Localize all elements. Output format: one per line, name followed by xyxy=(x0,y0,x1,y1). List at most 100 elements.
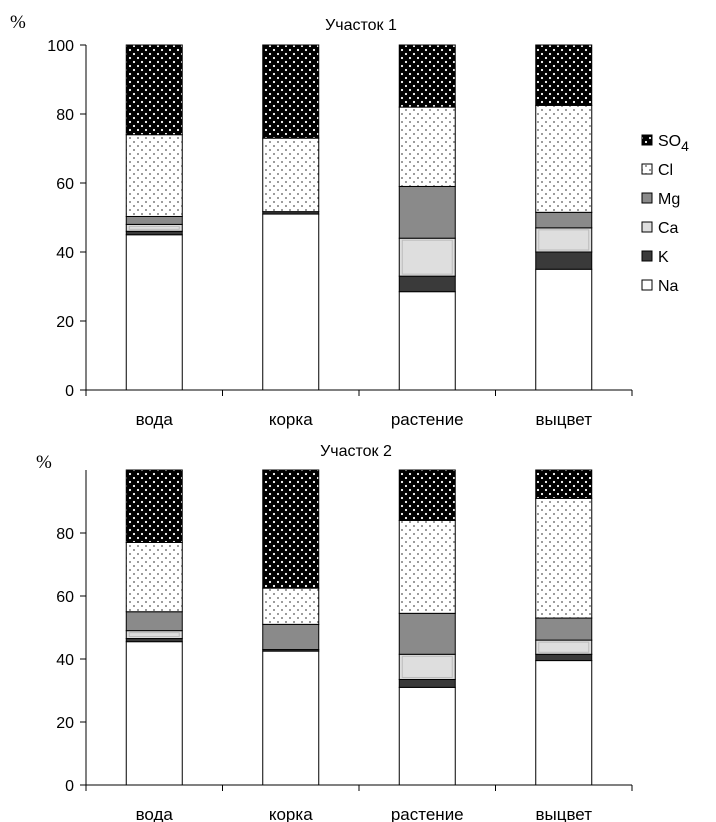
legend-label: Ca xyxy=(658,220,679,237)
chart-title: Участок 2 xyxy=(320,443,392,460)
bar-segment-mg xyxy=(398,185,456,239)
legend-label: Cl xyxy=(658,162,673,179)
bar-segment-cl xyxy=(262,587,320,625)
x-category-label: растение xyxy=(391,805,464,822)
bar-segment-k xyxy=(398,678,456,688)
bar-segment-na xyxy=(535,660,593,786)
axes xyxy=(85,470,633,791)
legend-item-k: K xyxy=(641,249,669,266)
x-category-label: растение xyxy=(391,410,464,429)
bar-segment-mg xyxy=(262,623,320,651)
bar-segment-k xyxy=(398,275,456,293)
legend-swatch xyxy=(641,221,653,233)
bar-segment-mg xyxy=(535,211,593,229)
bar-segment-mg xyxy=(398,612,456,655)
bar-segment-so4 xyxy=(262,469,320,589)
bar-segment-cl xyxy=(262,137,320,213)
y-unit-label: % xyxy=(10,12,26,33)
bar-segment-so4 xyxy=(535,44,593,106)
legend: SO4 Cl Mg Ca K Na xyxy=(641,133,689,295)
legend-label: Na xyxy=(658,278,679,295)
y-tick-label: 40 xyxy=(56,245,74,262)
legend-swatch xyxy=(641,163,653,175)
bar-segment-cl xyxy=(125,541,183,613)
bar-segment-ca xyxy=(398,653,456,680)
y-tick-label: 20 xyxy=(56,715,74,732)
bar-segment-ca xyxy=(535,227,593,253)
legend-item-mg: Mg xyxy=(641,191,680,208)
bar-segment-cl xyxy=(535,104,593,213)
bar-segment-mg xyxy=(125,215,183,225)
legend-label: SO4 xyxy=(658,133,689,154)
y-tick-label: 80 xyxy=(56,526,74,543)
axes xyxy=(85,45,633,396)
chart-title: Участок 1 xyxy=(325,17,397,34)
y-tick-label: 60 xyxy=(56,176,74,193)
bar-segment-mg xyxy=(125,611,183,632)
bar-segment-mg xyxy=(535,617,593,641)
bar-segment-ca-inner xyxy=(401,239,453,275)
y-tick-label: 100 xyxy=(47,38,74,55)
bar-segment-so4 xyxy=(398,469,456,521)
bar-segment-so4 xyxy=(262,44,320,139)
legend-item-ca: Ca xyxy=(641,220,679,237)
bar-segment-so4 xyxy=(398,44,456,108)
y-tick-label: 40 xyxy=(56,652,74,669)
bar-segment-k xyxy=(535,653,593,662)
legend-label: K xyxy=(658,249,669,266)
bar-segment-cl xyxy=(398,106,456,187)
y-tick-label: 20 xyxy=(56,314,74,331)
x-category-label: вода xyxy=(136,805,174,822)
bar-segment-na xyxy=(535,268,593,391)
x-category-label: выцвет xyxy=(535,410,592,429)
bar-segment-ca xyxy=(125,223,183,232)
bar-segment-na xyxy=(125,234,183,391)
legend-label: Mg xyxy=(658,191,680,208)
bar-segment-ca-inner xyxy=(538,229,590,251)
bar-segment-ca xyxy=(125,630,183,640)
y-axis-ticks: 0 20 40 60 80 xyxy=(56,526,86,795)
legend-swatch xyxy=(641,279,653,291)
legend-swatch xyxy=(641,134,653,146)
legend-swatch xyxy=(641,250,653,262)
bar-segment-na xyxy=(262,213,320,391)
legend-item-na: Na xyxy=(641,278,679,295)
y-tick-label: 60 xyxy=(56,589,74,606)
bar-segment-ca-inner xyxy=(401,655,453,678)
bar-segment-cl xyxy=(535,497,593,619)
bar-segment-na xyxy=(398,291,456,391)
bars xyxy=(125,469,593,786)
y-tick-label: 0 xyxy=(65,383,74,400)
bar-segment-cl xyxy=(398,519,456,614)
x-category-label: корка xyxy=(269,805,313,822)
bar-segment-ca-inner xyxy=(128,632,180,638)
bar-segment-na xyxy=(398,686,456,786)
x-category-label: вода xyxy=(136,410,174,429)
bar-segment-ca xyxy=(398,237,456,277)
legend-swatch xyxy=(641,192,653,204)
bar-segment-so4 xyxy=(125,469,183,543)
bar-segment-k xyxy=(125,230,183,236)
y-unit-label: % xyxy=(36,452,52,473)
chart-panel-1: % Участок 1 0 20 40 60 80 100 вода корка растен… xyxy=(10,12,633,429)
category-labels: вода корка растение выцвет xyxy=(136,805,593,822)
legend-item-cl: Cl xyxy=(641,162,673,179)
y-axis-ticks: 0 20 40 60 80 100 xyxy=(47,38,86,400)
bar-segment-na xyxy=(125,641,183,786)
legend-item-so4: SO4 xyxy=(641,133,689,154)
bar-segment-so4 xyxy=(125,44,183,136)
y-tick-label: 0 xyxy=(65,778,74,795)
bar-segment-na xyxy=(262,650,320,786)
bar-segment-ca-inner xyxy=(538,641,590,653)
y-tick-label: 80 xyxy=(56,107,74,124)
bars xyxy=(125,44,593,391)
bar-segment-cl xyxy=(125,134,183,217)
category-labels: вода корка растение выцвет xyxy=(136,410,593,429)
bar-segment-so4 xyxy=(535,469,593,499)
bar-segment-k xyxy=(535,251,593,270)
x-category-label: корка xyxy=(269,410,313,429)
bar-segment-ca-inner xyxy=(128,225,180,230)
x-category-label: выцвет xyxy=(535,805,592,822)
